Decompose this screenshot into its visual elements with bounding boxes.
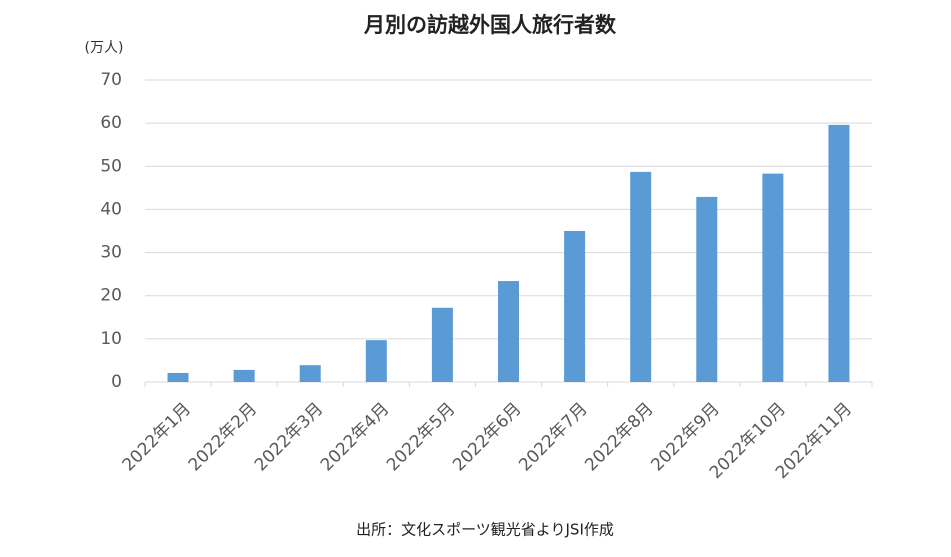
bar: [299, 365, 321, 382]
bar: [564, 231, 586, 382]
x-tick-label: 2022年5月: [383, 399, 459, 475]
x-tick-label: 2022年8月: [581, 399, 657, 475]
x-tick-label: 2022年2月: [185, 399, 261, 475]
bar: [762, 173, 784, 382]
x-tick-label: 2022年1月: [119, 399, 195, 475]
bar: [167, 372, 189, 382]
bar: [828, 124, 850, 383]
y-tick-label: 60: [100, 113, 122, 133]
bar: [696, 196, 718, 382]
x-tick-label: 2022年6月: [449, 399, 525, 475]
y-axis-label: (万人): [85, 40, 124, 56]
chart-title: 月別の訪越外国人旅行者数: [363, 13, 617, 37]
x-tick-label: 2022年4月: [317, 399, 393, 475]
y-tick-label: 50: [100, 156, 122, 176]
x-tick-label: 2022年7月: [515, 399, 591, 475]
source-note: 出所：文化スポーツ観光省よりJSI作成: [356, 521, 614, 539]
y-tick-label: 20: [100, 286, 122, 306]
y-tick-label: 0: [111, 372, 122, 392]
bar: [233, 369, 255, 382]
x-tick-label: 2022年3月: [251, 399, 327, 475]
y-tick-label: 10: [100, 329, 122, 349]
bar: [498, 281, 519, 382]
bar: [431, 307, 453, 382]
y-tick-label: 40: [100, 199, 122, 219]
bar: [630, 171, 652, 382]
y-tick-label: 30: [100, 243, 122, 263]
bar: [365, 340, 387, 382]
y-tick-label: 70: [100, 70, 122, 90]
